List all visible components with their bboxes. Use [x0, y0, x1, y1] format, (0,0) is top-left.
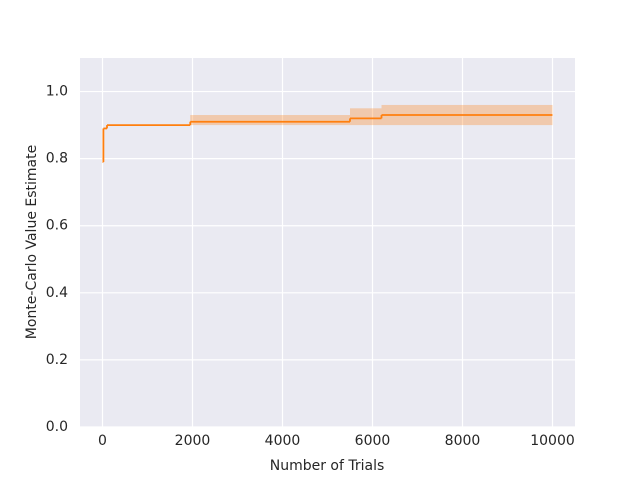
x-tick-label: 4000 — [265, 433, 301, 449]
y-tick-label: 0.2 — [46, 352, 68, 368]
confidence-band — [350, 108, 382, 126]
x-tick-label: 2000 — [175, 433, 211, 449]
x-tick-label: 10000 — [530, 433, 575, 449]
y-tick-label: 1.0 — [46, 84, 68, 100]
y-tick-label: 0.0 — [46, 419, 68, 435]
y-tick-label: 0.8 — [46, 151, 68, 167]
x-tick-label: 6000 — [355, 433, 391, 449]
confidence-band — [190, 115, 350, 126]
y-axis-label: Monte-Carlo Value Estimate — [24, 145, 40, 339]
y-tick-label: 0.6 — [46, 218, 68, 234]
y-tick-label: 0.4 — [46, 285, 68, 301]
plot-area — [80, 58, 575, 427]
x-tick-label: 8000 — [445, 433, 481, 449]
x-axis-label: Number of Trials — [270, 458, 385, 474]
x-tick-label: 0 — [98, 433, 107, 449]
